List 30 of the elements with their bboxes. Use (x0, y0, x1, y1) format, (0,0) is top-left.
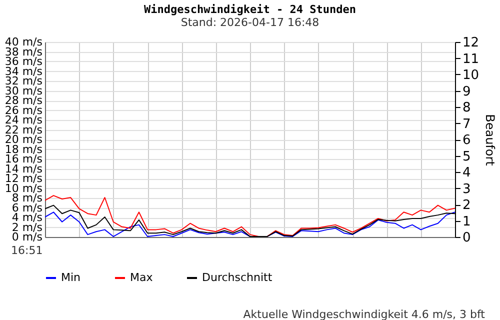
legend-label: Durchschnitt (202, 271, 273, 284)
text: 16:51 (11, 244, 43, 257)
legend-label: Max (130, 271, 154, 284)
y-tick-label: 12 m/s (4, 172, 43, 185)
y-tick-label: 24 m/s (4, 114, 43, 126)
text: Aktuelle Windgeschwindigkeit 4.6 m/s, 3 bft (243, 308, 486, 320)
y2-tick-label: 12 (462, 36, 480, 50)
chart-subtitle: Stand: 2026-04-17 16:48 (180, 16, 320, 29)
y-tick-label: 28 m/s (4, 94, 43, 107)
y-tick-label: 32 m/s (4, 74, 43, 88)
y2-tick-label: 2 (462, 198, 471, 213)
chart-title: Windgeschwindigkeit - 24 Stunden (144, 3, 356, 16)
y2-axis-title: Beaufort (483, 114, 498, 166)
y2-tick-label: 1 (462, 214, 471, 230)
y2-tick-label: 9 (462, 84, 471, 100)
y2-tick-label: 5 (462, 149, 471, 164)
y2-tick-label: 0 (462, 230, 471, 246)
y2-tick-label: 11 (462, 52, 480, 67)
legend-label: Min (61, 271, 81, 284)
y2-tick-label: 3 (462, 182, 471, 197)
y-tick-label: 40 m/s (4, 36, 43, 48)
y-tick-label: 16 m/s (4, 152, 43, 166)
y2-tick-label: 6 (462, 133, 471, 148)
y2-tick-label: 4 (462, 166, 471, 180)
y-tick-label: 0 m/s (12, 230, 43, 244)
y2-tick-label: 10 (462, 68, 480, 83)
y2-tick-label: 7 (462, 116, 471, 132)
y-tick-label: 20 m/s (4, 133, 43, 146)
y-tick-label: 36 m/s (4, 55, 43, 68)
y2-tick-label: 8 (462, 100, 471, 116)
